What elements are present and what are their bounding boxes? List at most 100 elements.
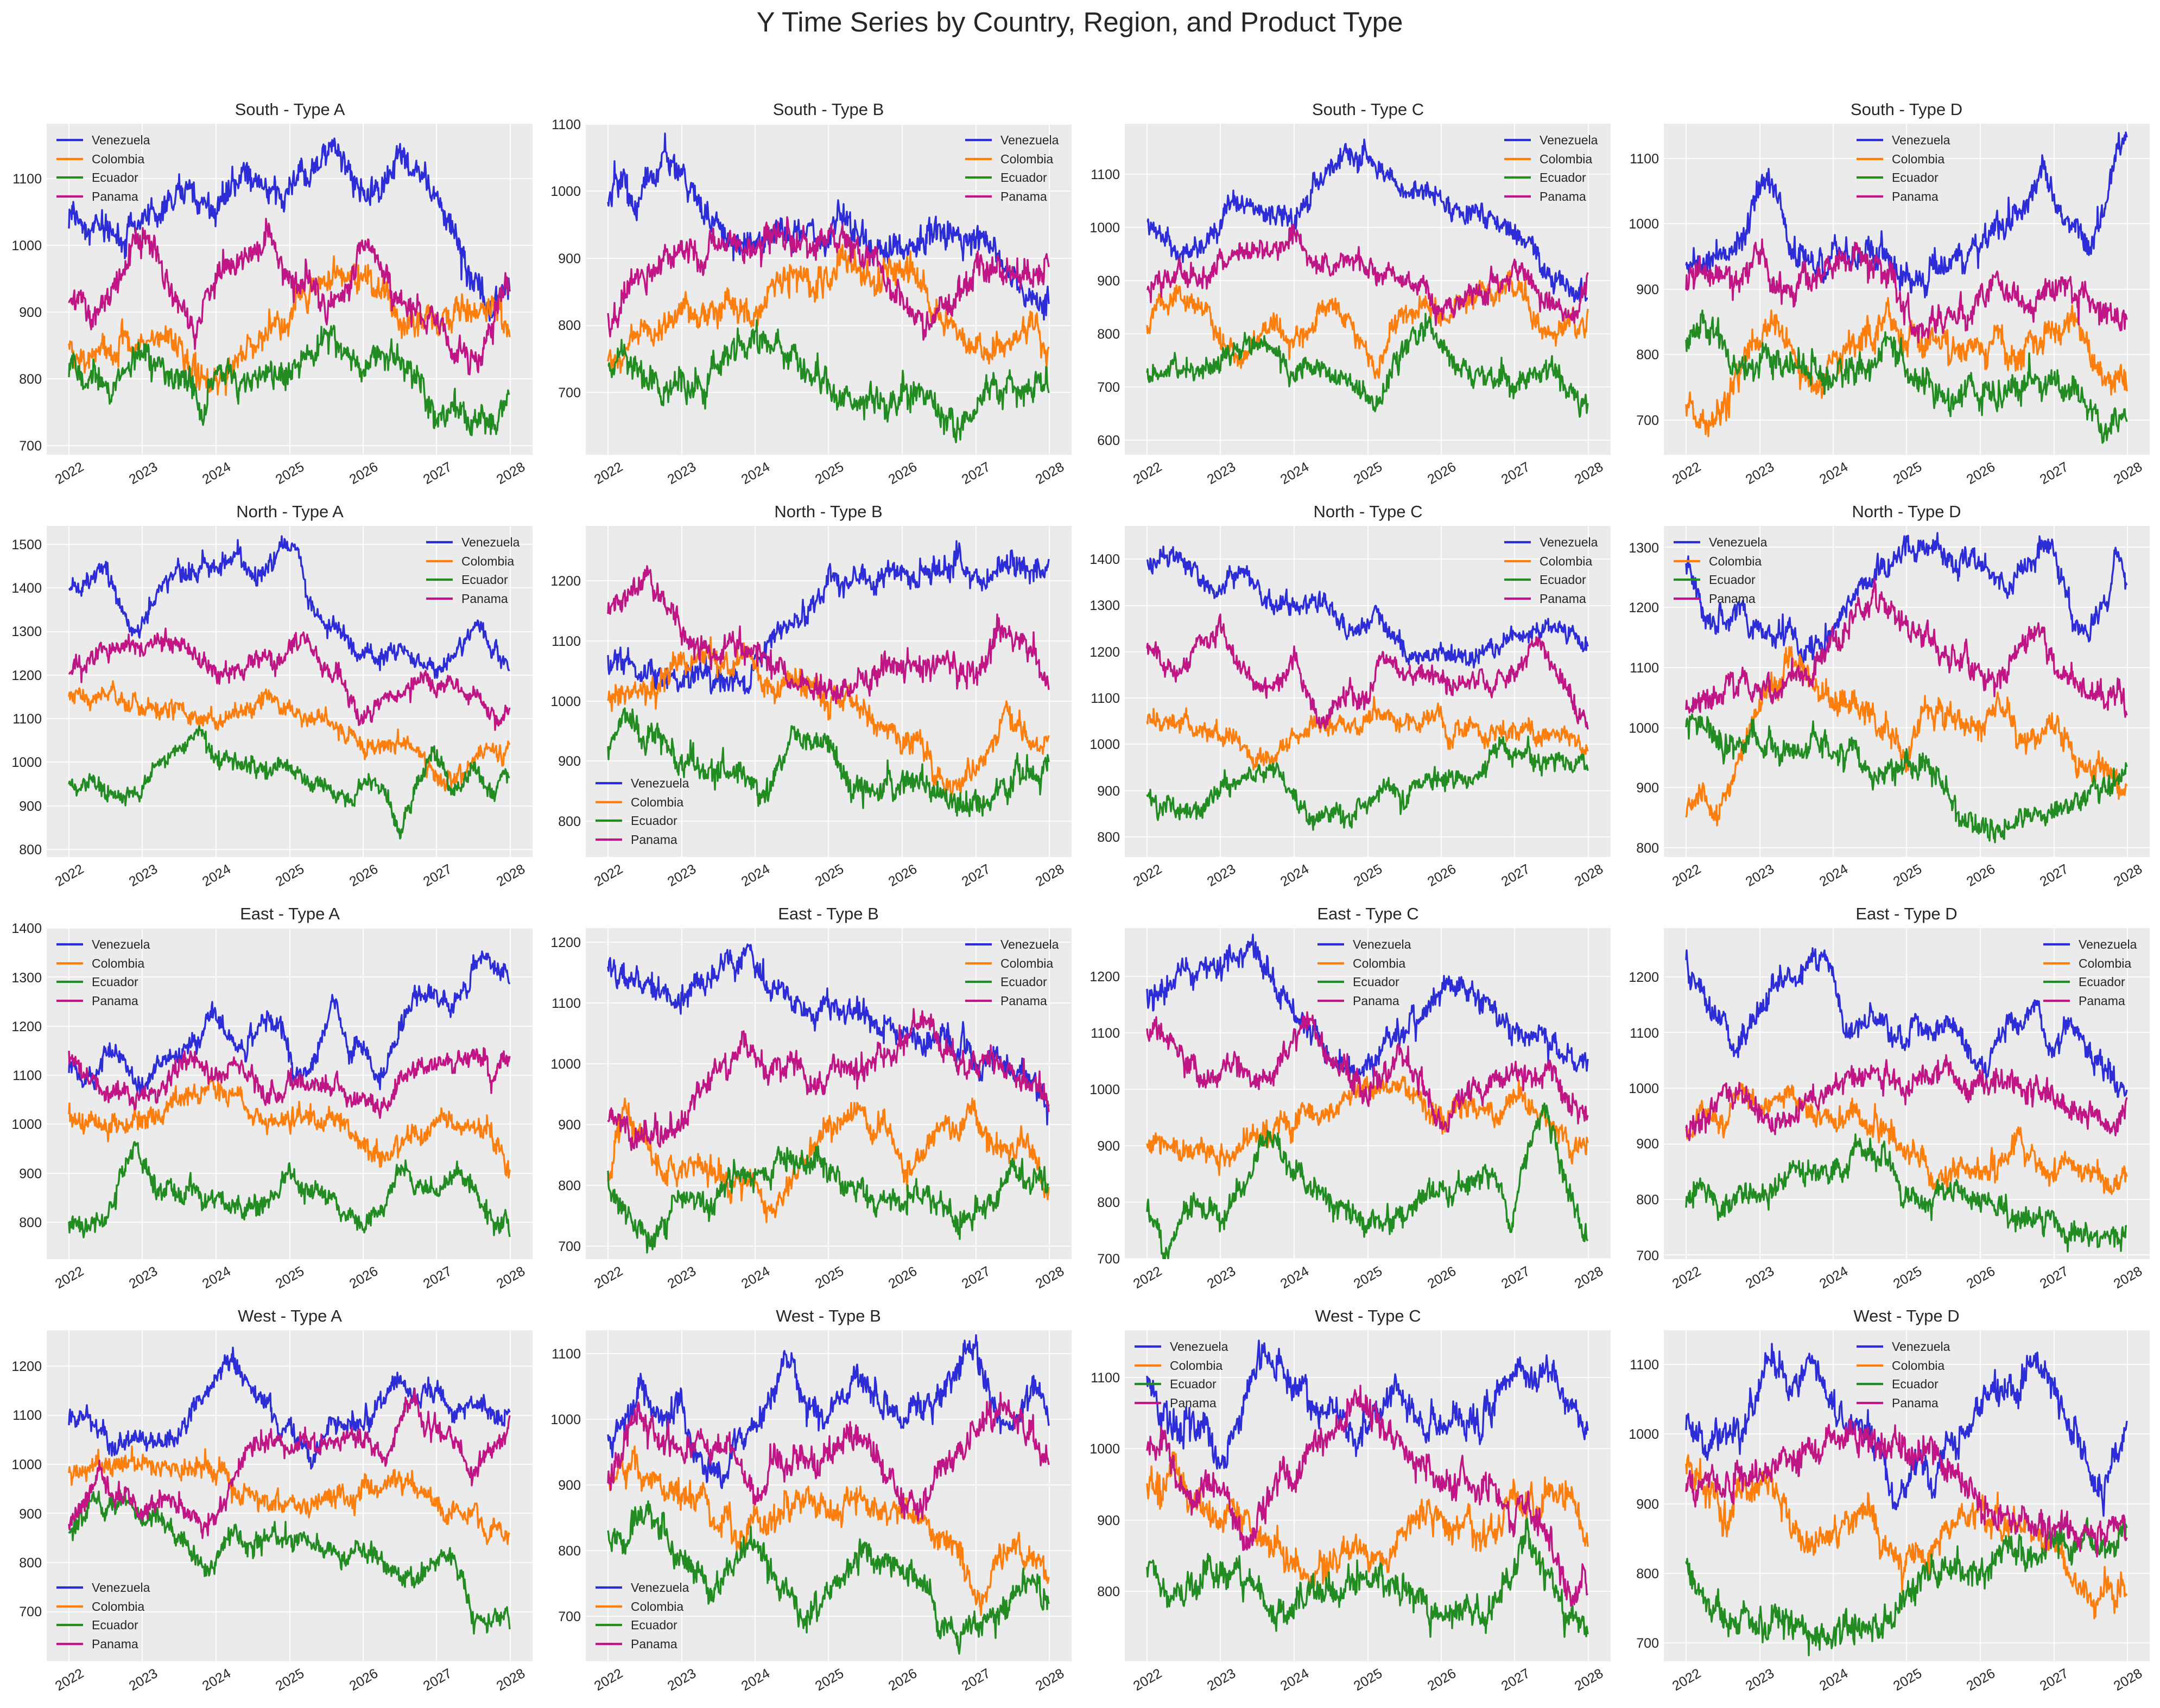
svg-text:Venezuela: Venezuela — [461, 535, 520, 549]
svg-text:1500: 1500 — [11, 537, 42, 553]
svg-text:Colombia: Colombia — [631, 795, 683, 809]
svg-text:North - Type A: North - Type A — [236, 502, 344, 521]
svg-text:Venezuela: Venezuela — [1540, 535, 1598, 549]
svg-text:Panama: Panama — [1709, 592, 1756, 606]
svg-text:1300: 1300 — [11, 624, 42, 639]
svg-text:Venezuela: Venezuela — [1709, 535, 1768, 549]
svg-text:900: 900 — [558, 1478, 581, 1493]
svg-text:1000: 1000 — [550, 184, 581, 199]
svg-text:Ecuador: Ecuador — [92, 975, 138, 989]
svg-text:West - Type B: West - Type B — [776, 1306, 881, 1325]
svg-text:Ecuador: Ecuador — [92, 1618, 138, 1632]
svg-text:Panama: Panama — [1000, 189, 1047, 204]
svg-text:900: 900 — [1636, 780, 1659, 796]
svg-text:East - Type C: East - Type C — [1317, 904, 1418, 923]
svg-text:Colombia: Colombia — [1540, 554, 1592, 568]
svg-text:1000: 1000 — [11, 755, 42, 770]
svg-text:Colombia: Colombia — [1892, 1358, 1944, 1373]
svg-text:1100: 1100 — [1630, 1357, 1659, 1373]
svg-text:Venezuela: Venezuela — [92, 1580, 150, 1595]
svg-text:800: 800 — [558, 1178, 581, 1193]
svg-text:900: 900 — [19, 1166, 42, 1182]
svg-text:1100: 1100 — [1091, 1370, 1120, 1386]
svg-text:East - Type D: East - Type D — [1855, 904, 1957, 923]
svg-text:1200: 1200 — [11, 1019, 42, 1034]
svg-text:Panama: Panama — [631, 833, 677, 847]
svg-text:800: 800 — [1097, 1195, 1120, 1210]
svg-text:Panama: Panama — [631, 1637, 677, 1651]
svg-text:South - Type C: South - Type C — [1312, 100, 1424, 119]
svg-text:900: 900 — [19, 1507, 42, 1522]
svg-text:Panama: Panama — [92, 1637, 138, 1651]
svg-text:South - Type A: South - Type A — [235, 100, 345, 119]
svg-text:Panama: Panama — [461, 592, 508, 606]
svg-text:Colombia: Colombia — [2079, 956, 2131, 970]
svg-text:Colombia: Colombia — [1353, 956, 1405, 970]
svg-text:1000: 1000 — [1089, 737, 1120, 752]
svg-text:North - Type D: North - Type D — [1852, 502, 1961, 521]
svg-text:800: 800 — [19, 372, 42, 387]
svg-text:North - Type C: North - Type C — [1313, 502, 1422, 521]
svg-text:1000: 1000 — [1089, 220, 1120, 236]
svg-text:Colombia: Colombia — [92, 152, 144, 166]
svg-text:1200: 1200 — [550, 935, 581, 950]
svg-text:Ecuador: Ecuador — [461, 573, 508, 587]
svg-text:900: 900 — [1636, 1497, 1659, 1512]
svg-text:800: 800 — [1097, 1584, 1120, 1599]
svg-text:700: 700 — [19, 439, 42, 454]
svg-text:1000: 1000 — [11, 238, 42, 253]
svg-text:600: 600 — [1097, 433, 1120, 448]
svg-text:900: 900 — [558, 251, 581, 266]
svg-text:Panama: Panama — [1000, 994, 1047, 1008]
svg-text:Venezuela: Venezuela — [1000, 133, 1059, 147]
svg-text:Venezuela: Venezuela — [92, 133, 150, 147]
svg-text:Venezuela: Venezuela — [1000, 937, 1059, 951]
svg-text:700: 700 — [1636, 1248, 1659, 1263]
svg-text:700: 700 — [1636, 1636, 1659, 1651]
svg-text:1400: 1400 — [11, 921, 42, 936]
svg-text:900: 900 — [558, 1117, 581, 1133]
svg-text:Ecuador: Ecuador — [1709, 573, 1756, 587]
svg-text:1000: 1000 — [1629, 1427, 1659, 1442]
svg-text:Y Time Series by Country, Regi: Y Time Series by Country, Region, and Pr… — [757, 7, 1403, 37]
svg-text:Panama: Panama — [1353, 994, 1399, 1008]
svg-text:Colombia: Colombia — [92, 956, 144, 970]
svg-text:1200: 1200 — [1629, 970, 1659, 985]
svg-text:700: 700 — [19, 1604, 42, 1620]
svg-text:Panama: Panama — [92, 994, 138, 1008]
svg-text:1200: 1200 — [1629, 600, 1659, 615]
svg-text:1100: 1100 — [12, 1068, 42, 1083]
svg-text:800: 800 — [1097, 830, 1120, 845]
svg-text:1200: 1200 — [11, 1359, 42, 1374]
svg-text:Colombia: Colombia — [92, 1599, 144, 1614]
svg-text:1300: 1300 — [1629, 541, 1659, 556]
svg-text:Venezuela: Venezuela — [2079, 937, 2137, 951]
svg-text:Ecuador: Ecuador — [631, 814, 677, 828]
svg-text:1100: 1100 — [1630, 1026, 1659, 1041]
svg-text:Colombia: Colombia — [1170, 1358, 1222, 1373]
svg-text:1100: 1100 — [552, 1347, 581, 1362]
svg-text:Colombia: Colombia — [1540, 152, 1592, 166]
svg-text:1100: 1100 — [552, 634, 581, 649]
svg-text:1000: 1000 — [550, 1057, 581, 1072]
svg-text:South - Type B: South - Type B — [773, 100, 884, 119]
svg-text:1100: 1100 — [552, 117, 581, 132]
svg-text:1100: 1100 — [12, 172, 42, 187]
svg-text:900: 900 — [19, 305, 42, 320]
svg-text:Ecuador: Ecuador — [1540, 573, 1586, 587]
svg-text:1000: 1000 — [550, 1412, 581, 1427]
svg-text:900: 900 — [1636, 282, 1659, 297]
svg-text:Ecuador: Ecuador — [92, 170, 138, 185]
svg-text:West - Type C: West - Type C — [1315, 1306, 1421, 1325]
svg-text:1100: 1100 — [1630, 151, 1659, 167]
svg-text:800: 800 — [558, 814, 581, 829]
svg-text:800: 800 — [1636, 347, 1659, 363]
svg-text:North - Type B: North - Type B — [774, 502, 882, 521]
svg-text:Venezuela: Venezuela — [631, 776, 689, 790]
svg-text:Ecuador: Ecuador — [1892, 170, 1939, 185]
svg-text:1000: 1000 — [11, 1117, 42, 1132]
svg-text:700: 700 — [1636, 413, 1659, 428]
svg-text:900: 900 — [1097, 784, 1120, 799]
svg-text:800: 800 — [19, 1215, 42, 1230]
svg-text:900: 900 — [1097, 1139, 1120, 1154]
